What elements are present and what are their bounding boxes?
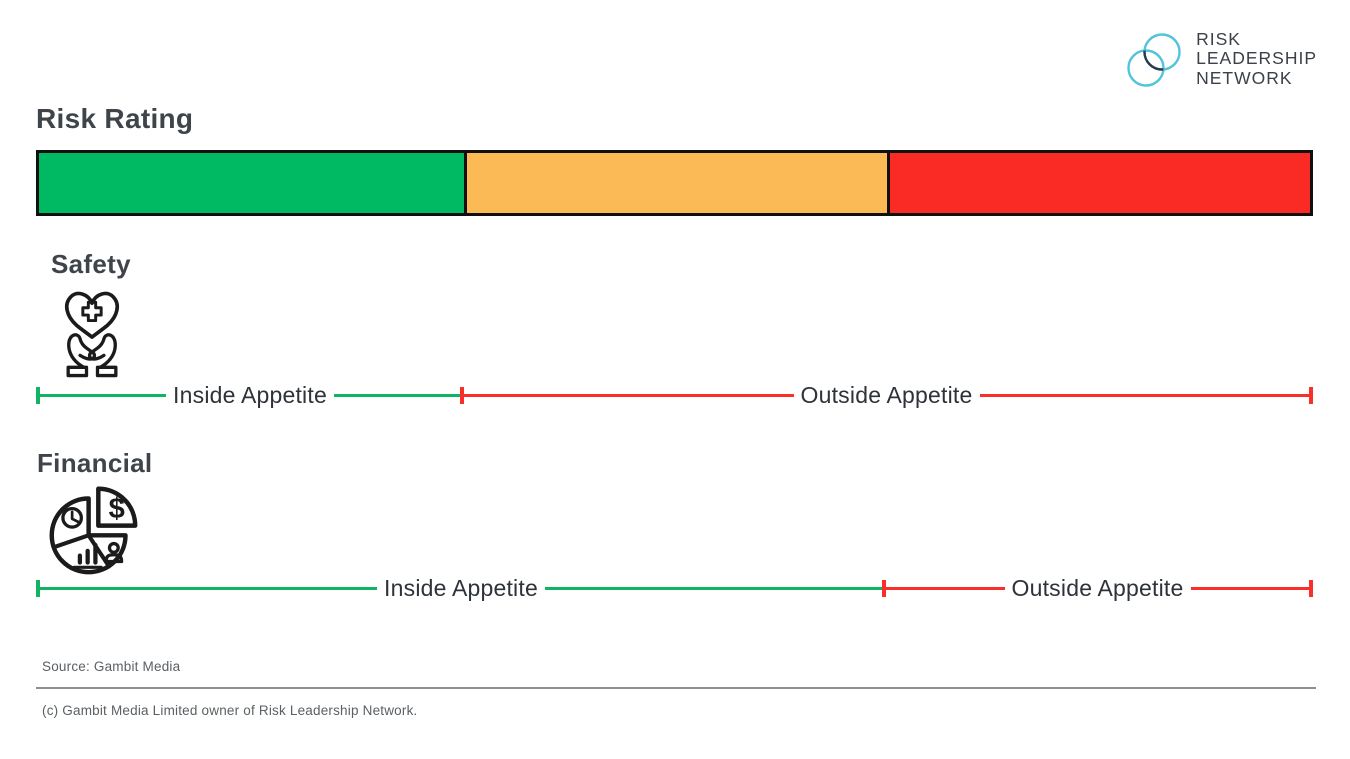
red-end-tick xyxy=(1309,579,1314,597)
bar-segment-green xyxy=(39,153,464,213)
safety-heading: Safety xyxy=(51,249,131,279)
safety-appetite-line: Inside Appetite Outside Appetite xyxy=(36,380,1314,410)
logo: RISK LEADERSHIP NETWORK xyxy=(1125,26,1317,92)
logo-line-1: RISK xyxy=(1196,28,1241,49)
safety-outside-appetite-segment: Outside Appetite xyxy=(460,380,1314,410)
financial-heading: Financial xyxy=(37,448,153,478)
logo-circles-icon xyxy=(1127,33,1181,87)
bar-segment-amber xyxy=(463,153,887,213)
green-start-tick xyxy=(36,386,40,404)
finance-pie-icon: $ xyxy=(49,486,138,575)
heart-in-hands-icon xyxy=(64,291,120,378)
financial-outside-appetite-segment: Outside Appetite xyxy=(882,573,1314,603)
financial-inside-appetite-label: Inside Appetite xyxy=(384,574,538,601)
logo-line-3: NETWORK xyxy=(1196,67,1293,88)
page-title: Risk Rating xyxy=(36,103,194,134)
safety-inside-appetite-label: Inside Appetite xyxy=(173,381,327,408)
red-threshold-tick xyxy=(460,386,464,404)
green-start-tick xyxy=(36,579,40,597)
svg-text:$: $ xyxy=(109,493,125,525)
red-threshold-tick xyxy=(882,579,886,597)
red-end-tick xyxy=(1309,386,1314,404)
logo-line-2: LEADERSHIP xyxy=(1196,48,1317,69)
financial-inside-appetite-segment: Inside Appetite xyxy=(36,573,882,603)
safety-outside-appetite-label: Outside Appetite xyxy=(800,381,973,408)
source-note: Source: Gambit Media xyxy=(42,659,181,674)
financial-appetite-line: Inside Appetite Outside Appetite xyxy=(36,573,1314,603)
bar-segment-red xyxy=(886,153,1310,213)
logo-text: RISK LEADERSHIP NETWORK xyxy=(1196,28,1317,89)
safety-inside-appetite-segment: Inside Appetite xyxy=(36,380,460,410)
copyright-note: (c) Gambit Media Limited owner of Risk L… xyxy=(42,703,418,718)
risk-rating-bar xyxy=(36,150,1313,216)
financial-outside-appetite-label: Outside Appetite xyxy=(1011,574,1184,601)
footer-divider xyxy=(36,687,1316,689)
